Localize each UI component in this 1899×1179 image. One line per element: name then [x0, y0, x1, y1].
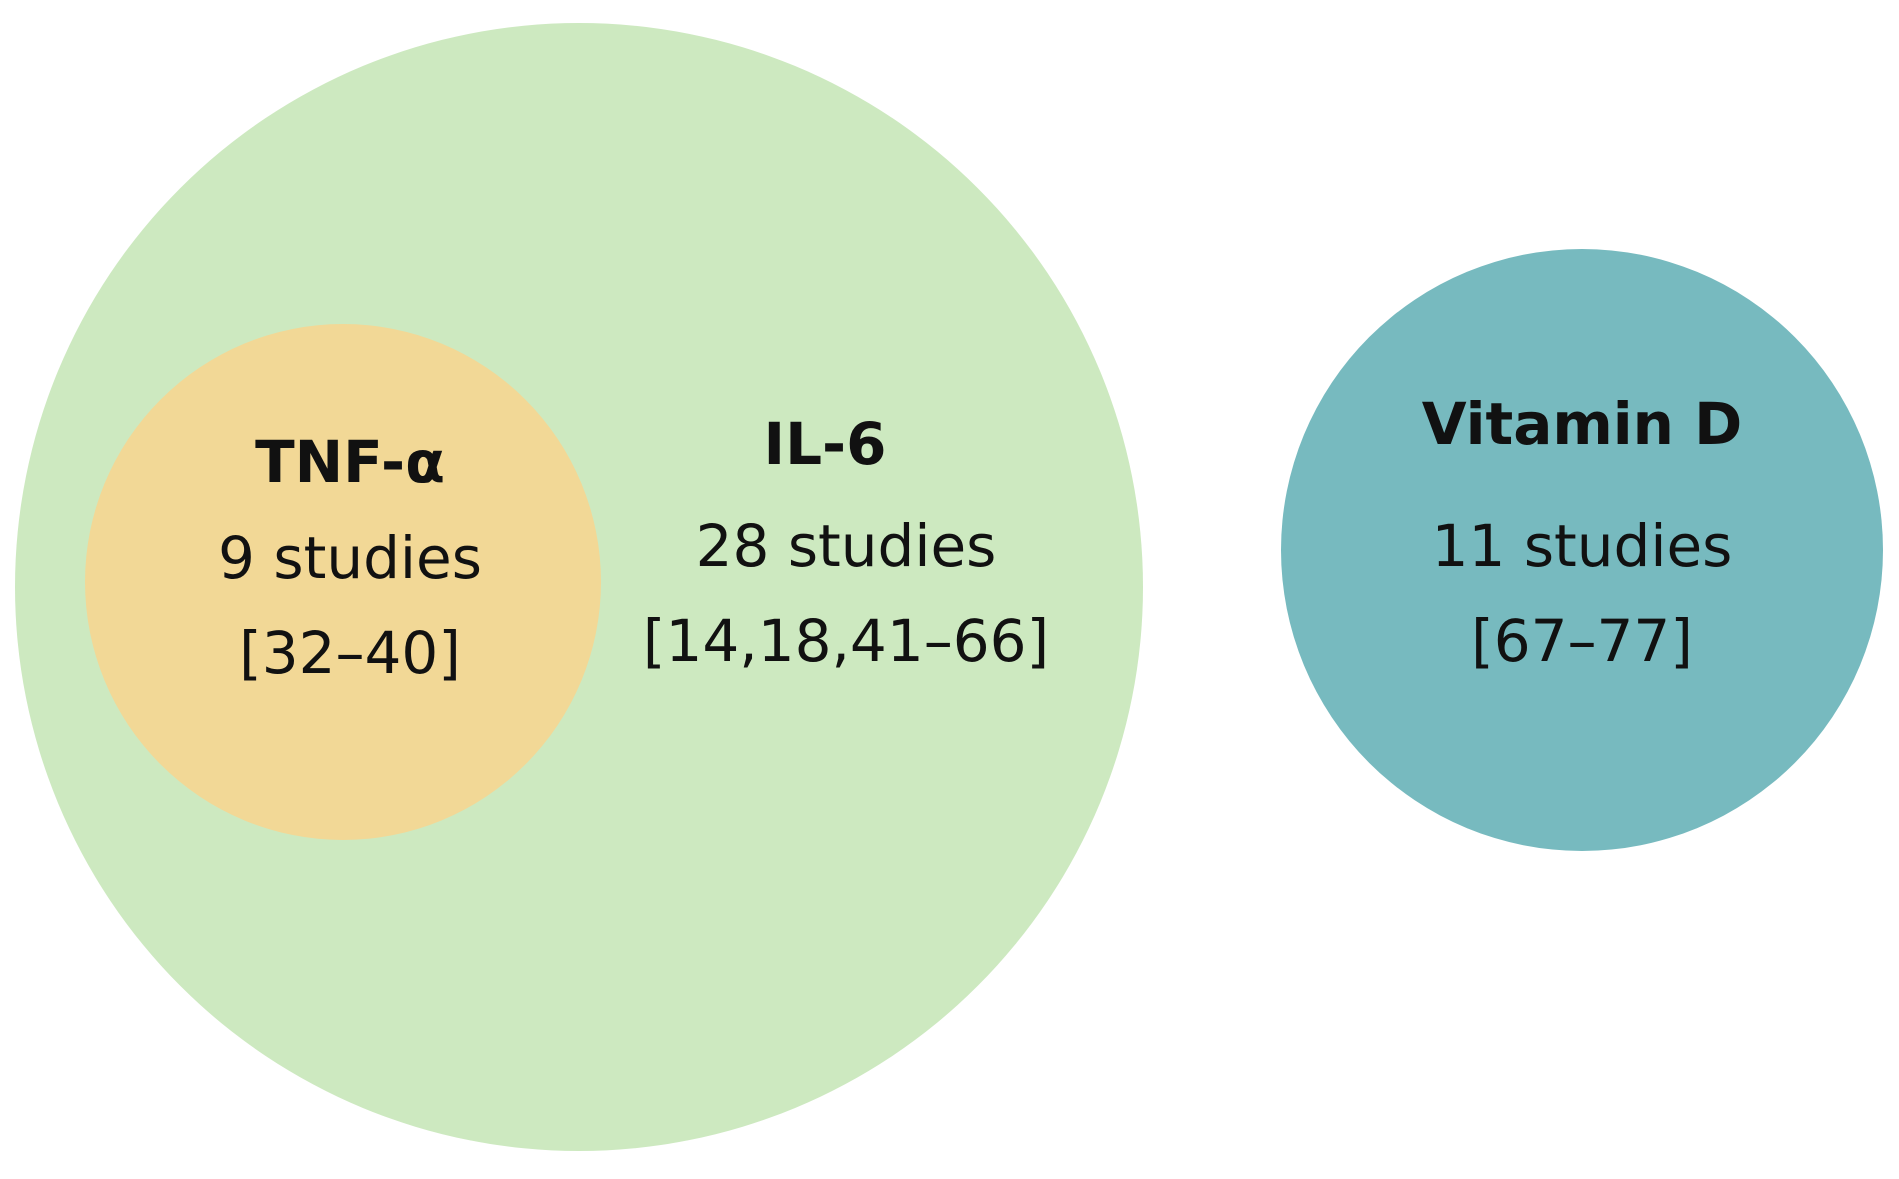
node-refs: [67–77] [1471, 607, 1693, 675]
node-count: 11 studies [1432, 512, 1733, 580]
node-label: IL-6 [764, 410, 887, 478]
node-count: 28 studies [696, 512, 997, 580]
node-label: TNF-α [255, 428, 445, 496]
node-refs: [14,18,41–66] [643, 607, 1049, 675]
node-refs: [32–40] [239, 619, 461, 687]
tnf-circle [85, 324, 601, 840]
node-label: Vitamin D [1422, 390, 1743, 458]
vitamin-d-circle [1281, 249, 1883, 851]
node-count: 9 studies [218, 524, 482, 592]
